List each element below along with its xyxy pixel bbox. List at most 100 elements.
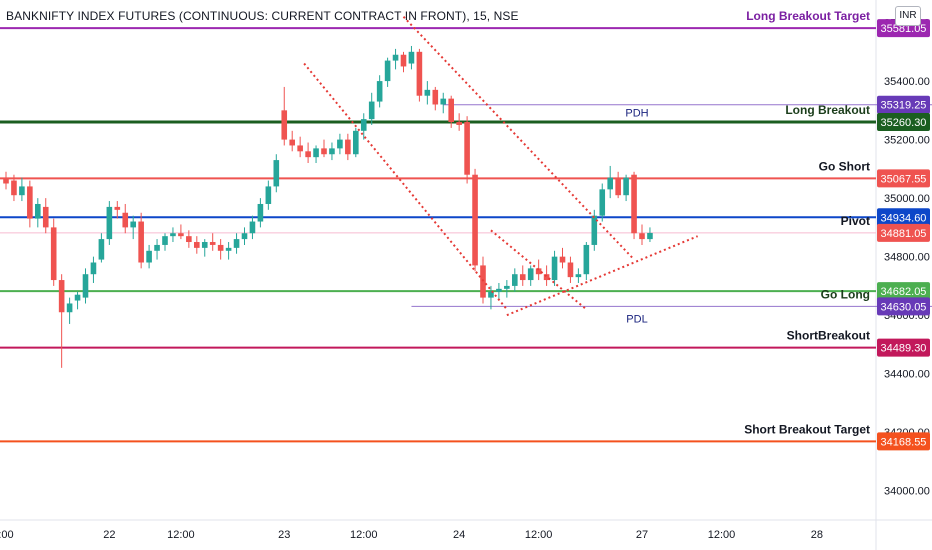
trendline xyxy=(402,16,635,261)
candle-body xyxy=(408,51,415,64)
candle-body xyxy=(162,236,168,245)
trendline xyxy=(506,235,699,317)
candle-body xyxy=(575,274,582,278)
candle-body xyxy=(241,233,248,240)
candle-body xyxy=(392,54,399,61)
candle-body xyxy=(11,180,17,196)
y-tick-label: 35000.00 xyxy=(884,193,930,205)
candle-body xyxy=(209,242,216,245)
price-axis[interactable]: 35600.0035400.0035200.0035000.0034800.00… xyxy=(884,18,930,498)
candle-body xyxy=(194,242,200,248)
price-tag xyxy=(877,223,930,242)
candles xyxy=(3,45,653,368)
level-label: Go Short xyxy=(819,159,870,173)
price-tag-label: 34934.60 xyxy=(881,212,927,224)
x-tick-label: 23 xyxy=(278,529,290,541)
candle-body xyxy=(384,60,391,82)
candle-body xyxy=(90,262,97,275)
level-label: Short Breakout Target xyxy=(744,422,870,436)
level-label: Long Breakout xyxy=(785,103,870,117)
price-tag-label: 34881.05 xyxy=(881,228,927,240)
candle-body xyxy=(329,148,335,155)
candle-body xyxy=(321,148,327,155)
candle-body xyxy=(297,145,303,152)
candle-body xyxy=(186,236,192,243)
price-tag xyxy=(877,297,930,316)
candle-body xyxy=(551,256,558,281)
level-label: Go Long xyxy=(821,287,870,301)
candle-body xyxy=(146,250,152,263)
candle-body xyxy=(305,151,311,158)
candle-body xyxy=(543,274,550,281)
candle-body xyxy=(583,244,590,275)
trendline xyxy=(490,229,587,311)
candle-body xyxy=(639,233,645,240)
x-tick-label: 24 xyxy=(453,529,465,541)
candle-body xyxy=(249,221,256,234)
candle-body xyxy=(376,81,383,102)
candle-body xyxy=(607,177,613,190)
price-tag-label: 35260.30 xyxy=(881,117,927,129)
price-tag xyxy=(877,282,930,301)
x-tick-label: 12:00 xyxy=(350,529,378,541)
candle-body xyxy=(504,285,510,289)
x-tick-label: 12:00 xyxy=(167,529,195,541)
price-tag-label: 34489.30 xyxy=(881,343,927,355)
candle-body xyxy=(400,54,407,67)
candle-body xyxy=(615,177,621,196)
time-axis[interactable]: :00 22 12:00 23 12:00 24 12:00 27 12:00 28 xyxy=(0,529,823,541)
candle-body xyxy=(527,268,534,281)
candle-body xyxy=(281,110,288,140)
candle-body xyxy=(599,189,606,216)
candle-body xyxy=(416,51,423,96)
price-tag-label: 34168.55 xyxy=(881,436,927,448)
candle-body xyxy=(631,174,637,234)
candle-body xyxy=(440,98,447,105)
candle-body xyxy=(3,177,9,184)
level-label: ShortBreakout xyxy=(787,329,870,343)
candle-body xyxy=(496,288,502,292)
candle-body xyxy=(360,119,367,131)
candle-body xyxy=(345,139,351,155)
price-tag-label: 34682.05 xyxy=(881,286,927,298)
candle-body xyxy=(233,239,240,248)
price-tag xyxy=(877,208,930,227)
candle-body xyxy=(66,303,73,313)
y-tick-label: 34400.00 xyxy=(884,369,930,381)
candle-body xyxy=(623,177,629,196)
candle-body xyxy=(559,256,566,263)
trendlines xyxy=(303,16,699,317)
price-tag-label: 35581.05 xyxy=(881,23,927,35)
currency-badge[interactable]: INR xyxy=(895,6,921,26)
candle-body xyxy=(178,233,184,237)
price-tag xyxy=(877,432,930,451)
x-tick-label: 12:00 xyxy=(708,529,736,541)
candle-body xyxy=(82,274,89,298)
candle-body xyxy=(448,98,454,123)
candle-body xyxy=(353,130,359,155)
y-tick-label: 35200.00 xyxy=(884,135,930,147)
candle-body xyxy=(472,174,478,266)
ref-line-label: PDL xyxy=(626,313,647,325)
candle-body xyxy=(130,221,136,228)
candle-body xyxy=(265,186,272,204)
x-tick-label: 22 xyxy=(103,529,115,541)
price-tag-label: 35319.25 xyxy=(881,100,927,112)
ref-line-label: PDH xyxy=(625,108,648,120)
price-tag-label: 34630.05 xyxy=(881,301,927,313)
candle-body xyxy=(488,291,494,298)
candle-body xyxy=(201,242,208,248)
candle-body xyxy=(217,244,224,251)
level-label: Pivot xyxy=(841,214,870,228)
candle-body xyxy=(289,139,295,146)
candle-body xyxy=(257,203,264,222)
candle-body xyxy=(591,215,598,245)
candle-body xyxy=(519,274,526,281)
candle-body xyxy=(98,239,105,260)
y-tick-label: 34000.00 xyxy=(884,486,930,498)
candle-body xyxy=(512,274,518,286)
candle-body xyxy=(464,122,470,175)
candle-body xyxy=(456,122,462,125)
